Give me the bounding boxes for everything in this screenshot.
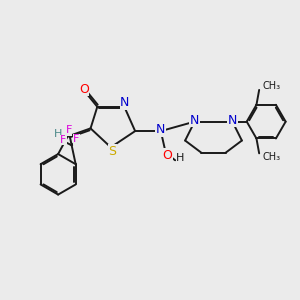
Text: F: F xyxy=(73,134,80,144)
Text: N: N xyxy=(228,114,237,127)
Text: N: N xyxy=(120,96,130,109)
Text: CH₃: CH₃ xyxy=(262,152,280,162)
Text: S: S xyxy=(108,145,116,158)
Text: O: O xyxy=(162,149,172,162)
Text: F: F xyxy=(60,135,67,145)
Text: H: H xyxy=(54,129,62,139)
Text: CH₃: CH₃ xyxy=(262,81,280,91)
Text: O: O xyxy=(79,83,89,96)
Text: N: N xyxy=(190,114,199,127)
Text: N: N xyxy=(156,123,166,136)
Text: H: H xyxy=(176,153,184,163)
Text: F: F xyxy=(66,125,72,135)
